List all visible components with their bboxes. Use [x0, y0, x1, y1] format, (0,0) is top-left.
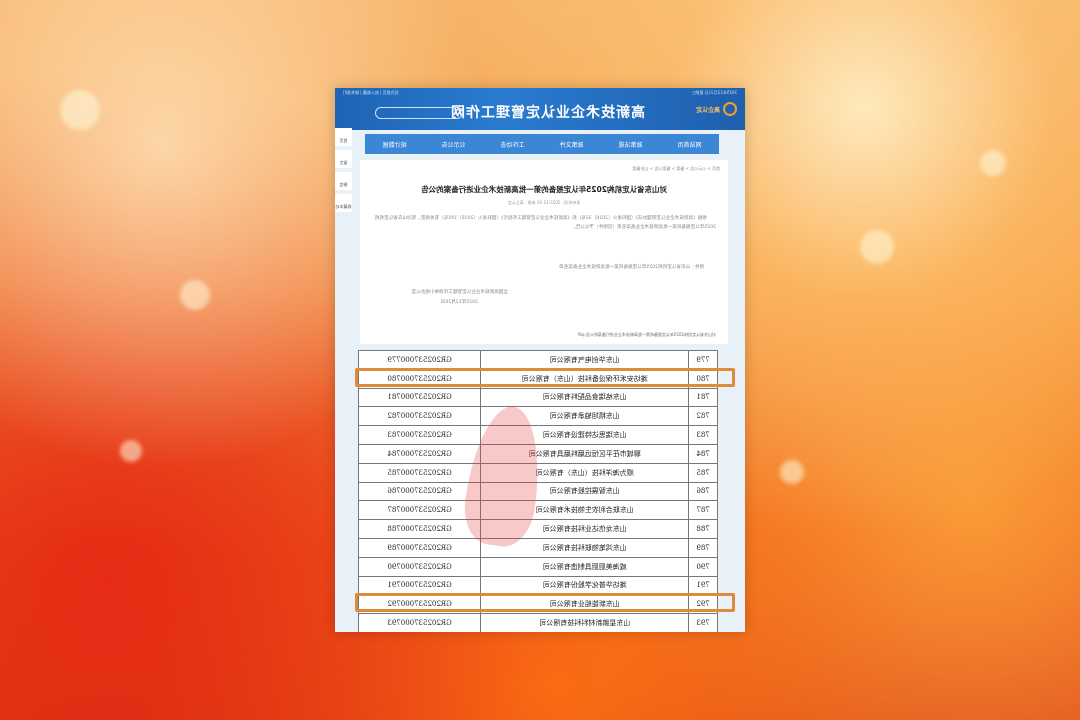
article-title: 对山东省认定机构2025年认定报备的第一批高新技术企业进行备案的公告 — [421, 185, 667, 194]
certificate-code: GR202537000788 — [358, 519, 481, 539]
nav-item[interactable]: 工作动态 — [500, 141, 525, 149]
nav-item[interactable]: 公示公告 — [441, 141, 466, 149]
floating-sidebar: 首页 留言 微信 收藏本站 — [335, 128, 352, 212]
table-row: 793 山东星鹏新材料科技有限公司 GR202537000793 — [358, 613, 718, 632]
company-name: 威海美厨厨具制造有限公司 — [480, 557, 689, 577]
company-table: 779 山东华创电气有限公司 GR202537000779 780 潍坊安禾环保设备科技… — [358, 350, 718, 632]
row-number: 782 — [688, 406, 718, 426]
bokeh-light — [180, 280, 210, 310]
row-number: 788 — [688, 519, 718, 539]
sidebar-item[interactable]: 收藏本站 — [335, 194, 352, 212]
certificate-code: GR202537000787 — [358, 500, 481, 520]
row-number: 791 — [688, 576, 718, 595]
attachment-link[interactable]: 对山东省认定机构2025年认定报备的第一批高新技术企业进行备案的公告.pdf — [578, 332, 716, 337]
nav-item[interactable]: 统计数据 — [382, 141, 407, 149]
bokeh-light — [60, 90, 100, 130]
row-number: 790 — [688, 557, 718, 577]
row-number: 779 — [688, 350, 718, 370]
nav-item[interactable]: 政策文件 — [559, 141, 584, 149]
certificate-code: GR202537000784 — [358, 444, 481, 464]
certificate-code: GR202537000785 — [358, 463, 481, 483]
signature: 全国高新技术企业认定管理工作领导小组办公室 2025年12月26日 — [412, 288, 508, 308]
row-number: 781 — [688, 388, 718, 407]
certificate-code: GR202537000783 — [358, 425, 481, 445]
table-row: 781 山东格瑞食品配料有限公司 GR202537000781 — [358, 388, 718, 407]
site-title: 高新技术企业认定管理工作网 — [450, 105, 645, 121]
table-row: 790 威海美厨厨具制造有限公司 GR202537000790 — [358, 557, 718, 577]
certificate-code: GR202537000779 — [358, 350, 481, 370]
table-row: 785 顺为海洋科技（山东）有限公司 GR202537000785 — [358, 463, 718, 483]
table-row: 789 山东鸿笔物联科技有限公司 GR202537000789 — [358, 538, 718, 558]
nav-item[interactable]: 政策法规 — [618, 141, 643, 149]
row-number: 793 — [688, 613, 718, 632]
nav-item[interactable]: 网站首页 — [677, 141, 702, 149]
logo-icon — [723, 102, 737, 116]
main-nav: 网站首页 政策法规 政策文件 工作动态 公示公告 统计数据 — [365, 134, 719, 154]
company-name: 山东华创电气有限公司 — [480, 350, 689, 370]
table-row: 784 聊城市茌平区恒远磨料磨具有限公司 GR202537000784 — [358, 444, 718, 464]
site-logo[interactable]: 高企认定 — [696, 102, 737, 116]
certificate-code: GR202537000790 — [358, 557, 481, 577]
certificate-code: GR202537000786 — [358, 482, 481, 501]
table-row: 783 山东瑞思达特建设有限公司 GR202537000783 — [358, 425, 718, 445]
company-name: 潍坊华普化学股份有限公司 — [480, 576, 689, 595]
bokeh-light — [120, 440, 142, 462]
search-input[interactable] — [375, 107, 463, 119]
certificate-code: GR202537000782 — [358, 406, 481, 426]
row-number: 789 — [688, 538, 718, 558]
sign-date: 2025年12月26日 — [440, 300, 478, 305]
highlight-box — [355, 367, 735, 387]
logo-text: 高企认定 — [695, 106, 720, 114]
bokeh-light — [780, 460, 804, 484]
company-name: 山东格瑞食品配料有限公司 — [480, 388, 689, 407]
site-header: 2025年12月31日 星期三 设为首页 | 加入收藏 | 联系我们 高企认定 高… — [335, 88, 745, 130]
mirrored-webpage-screenshot: 2025年12月31日 星期三 设为首页 | 加入收藏 | 联系我们 高企认定 高… — [335, 88, 745, 632]
sidebar-item[interactable]: 微信 — [335, 172, 352, 190]
signer: 全国高新技术企业认定管理工作领导小组办公室 — [411, 290, 508, 295]
row-number: 784 — [688, 444, 718, 464]
row-number: 783 — [688, 425, 718, 445]
attachment-note: 附件：山东省认定机构2025年认定报备的第一批高新技术企业备案名单 — [559, 265, 704, 270]
bokeh-light — [860, 230, 894, 264]
article: 首页 > 公示公告 > 备案 > 备案公告 > 山东备案 对山东省认定机构202… — [360, 160, 728, 344]
certificate-code: GR202537000781 — [358, 388, 481, 407]
table-row: 787 山东联合利农生物技术有限公司 GR202537000787 — [358, 500, 718, 520]
certificate-code: GR202537000791 — [358, 576, 481, 595]
table-row: 782 山东精旭轴承有限公司 GR202537000782 — [358, 406, 718, 426]
top-links[interactable]: 设为首页 | 加入收藏 | 联系我们 — [343, 90, 399, 95]
certificate-code: GR202537000789 — [358, 538, 481, 558]
breadcrumb[interactable]: 首页 > 公示公告 > 备案 > 备案公告 > 山东备案 — [632, 166, 720, 171]
row-number: 785 — [688, 463, 718, 483]
sidebar-item[interactable]: 首页 — [335, 128, 352, 146]
article-body: 根据《高新技术企业认定管理办法》（国科发火〔2016〕32号）和《高新技术企业认… — [374, 216, 716, 230]
row-number: 786 — [688, 482, 718, 501]
article-meta: 发布时间：2025-12-26 来源：高企认定 — [507, 200, 581, 205]
table-row: 788 山东龙信达业科技有限公司 GR202537000788 — [358, 519, 718, 539]
sidebar-item[interactable]: 留言 — [335, 150, 352, 168]
highlight-box — [355, 593, 735, 613]
table-row: 779 山东华创电气有限公司 GR202537000779 — [358, 350, 718, 370]
row-number: 787 — [688, 500, 718, 520]
certificate-code: GR202537000793 — [358, 613, 481, 632]
company-name: 山东星鹏新材料科技有限公司 — [480, 613, 689, 632]
table-row: 786 山东智展控股有限公司 GR202537000786 — [358, 482, 718, 501]
top-date: 2025年12月31日 星期三 — [691, 90, 737, 95]
bokeh-light — [980, 150, 1006, 176]
table-row: 791 潍坊华普化学股份有限公司 GR202537000791 — [358, 576, 718, 595]
